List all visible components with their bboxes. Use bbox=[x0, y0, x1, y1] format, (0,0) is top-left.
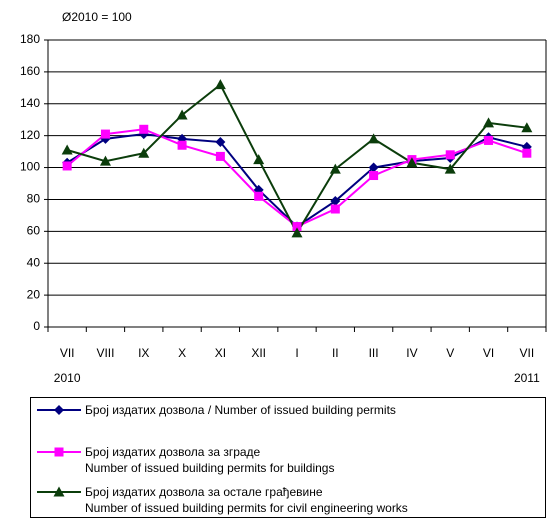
legend-icon bbox=[37, 486, 81, 497]
y-tick-label: 160 bbox=[20, 64, 40, 78]
y-tick-label: 100 bbox=[20, 160, 40, 174]
marker bbox=[521, 122, 533, 133]
marker bbox=[214, 79, 226, 90]
series-line bbox=[66, 128, 528, 228]
legend-icon bbox=[37, 405, 81, 415]
marker bbox=[368, 162, 379, 173]
y-tick-label: 80 bbox=[27, 192, 41, 206]
legend-icon bbox=[37, 447, 81, 457]
marker bbox=[100, 129, 110, 139]
y-tick-label: 60 bbox=[27, 224, 41, 238]
x-tick-label: VI bbox=[483, 346, 494, 360]
marker bbox=[177, 140, 187, 150]
y-tick-label: 140 bbox=[20, 96, 40, 110]
marker bbox=[138, 147, 150, 158]
marker bbox=[61, 144, 73, 155]
marker bbox=[139, 124, 149, 134]
y-tick-label: 180 bbox=[20, 32, 40, 46]
year-label: 2011 bbox=[514, 371, 540, 385]
y-tick-label: 120 bbox=[20, 128, 40, 142]
x-tick-label: X bbox=[178, 346, 186, 360]
marker bbox=[484, 135, 494, 145]
marker bbox=[406, 157, 418, 168]
y-tick-label: 40 bbox=[27, 255, 41, 269]
x-tick-label: III bbox=[369, 346, 379, 360]
marker bbox=[53, 486, 65, 497]
marker bbox=[292, 222, 302, 232]
marker bbox=[291, 227, 303, 238]
marker bbox=[54, 447, 64, 457]
marker bbox=[253, 154, 265, 165]
x-tick-label: VIII bbox=[96, 346, 114, 360]
marker bbox=[215, 137, 226, 148]
marker bbox=[444, 163, 456, 174]
x-tick-label: V bbox=[446, 346, 454, 360]
marker bbox=[329, 163, 341, 174]
y-tick-label: 0 bbox=[33, 319, 40, 333]
legend: Број издатих дозвола / Number of issued … bbox=[30, 397, 546, 518]
x-tick-label: II bbox=[332, 346, 339, 360]
marker bbox=[54, 405, 64, 415]
marker bbox=[445, 150, 455, 160]
marker bbox=[99, 155, 111, 166]
year-label: 2010 bbox=[54, 371, 81, 385]
marker bbox=[254, 191, 264, 201]
x-tick-label: VII bbox=[60, 346, 75, 360]
marker bbox=[522, 148, 532, 158]
marker bbox=[369, 171, 379, 181]
x-tick-label: I bbox=[295, 346, 298, 360]
marker bbox=[483, 117, 495, 128]
legend-label: Број издатих дозвола / Number of issued … bbox=[85, 403, 396, 417]
legend-label: Број издатих дозвола за зграде Number of… bbox=[85, 445, 335, 475]
chart-subtitle: Ø2010 = 100 bbox=[62, 10, 132, 24]
x-tick-label: VII bbox=[520, 346, 535, 360]
marker bbox=[176, 109, 188, 120]
marker bbox=[330, 196, 341, 207]
x-tick-label: XI bbox=[215, 346, 226, 360]
marker bbox=[215, 151, 225, 161]
series-line bbox=[66, 83, 527, 235]
x-tick-label: IV bbox=[406, 346, 417, 360]
legend-label: Број издатих дозвола за остале грађевине… bbox=[85, 485, 408, 515]
x-tick-label: IX bbox=[138, 346, 149, 360]
x-tick-label: XII bbox=[251, 346, 266, 360]
marker bbox=[330, 204, 340, 214]
series-line bbox=[66, 133, 528, 228]
y-tick-label: 20 bbox=[27, 287, 41, 301]
marker bbox=[62, 161, 72, 171]
marker bbox=[368, 133, 380, 144]
